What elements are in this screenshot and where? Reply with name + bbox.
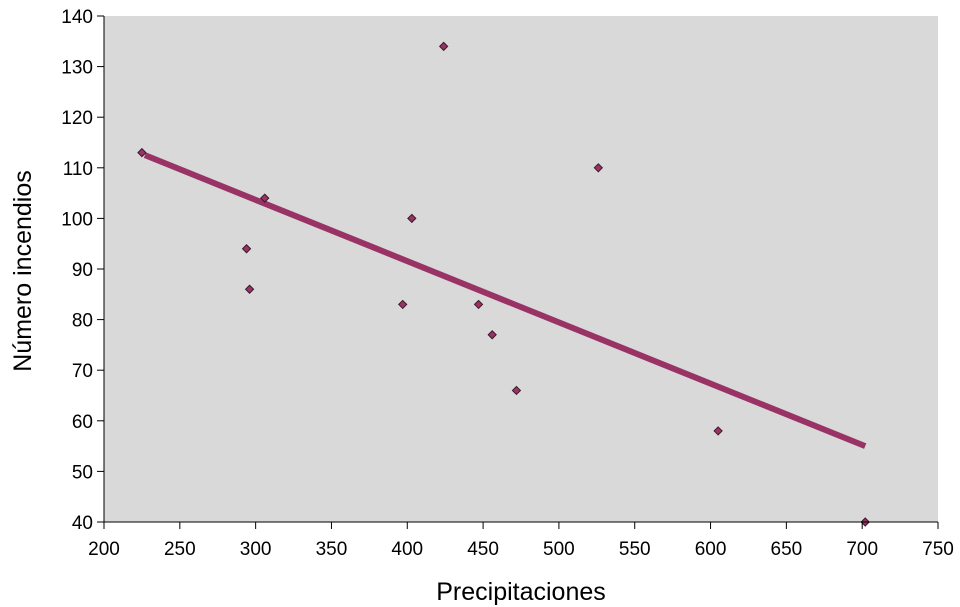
data-point <box>241 244 252 254</box>
y-tick-label: 110 <box>63 159 93 180</box>
y-tick-label: 90 <box>72 260 93 281</box>
x-axis-title: Precipitaciones <box>436 578 606 606</box>
x-tick-label: 350 <box>316 539 348 560</box>
y-tick-label: 60 <box>72 412 93 433</box>
y-tick-label: 140 <box>61 7 93 28</box>
chart-axes: 200 250 300 350 400 450 500 550 600 650 700 750 40 5… <box>61 7 954 560</box>
trendline <box>143 152 867 449</box>
data-point <box>713 426 723 436</box>
x-tick-label: 500 <box>543 539 575 560</box>
data-point <box>398 299 408 310</box>
data-point <box>593 163 604 173</box>
x-axis-ticks: 200 250 300 350 400 450 500 550 600 650 700 750 <box>88 522 954 560</box>
y-tick-label: 40 <box>72 513 93 534</box>
x-tick-label: 750 <box>922 539 954 560</box>
y-tick-label: 100 <box>61 209 93 230</box>
x-tick-label: 450 <box>467 539 499 560</box>
data-point <box>407 213 417 224</box>
x-tick-label: 600 <box>695 539 727 560</box>
data-point <box>260 193 270 203</box>
y-tick-label: 80 <box>72 311 93 332</box>
x-tick-label: 400 <box>391 539 423 560</box>
data-point <box>487 330 497 340</box>
y-tick-label: 130 <box>61 58 93 79</box>
x-tick-label: 300 <box>240 539 272 560</box>
x-tick-label: 650 <box>771 539 803 560</box>
x-tick-label: 200 <box>88 539 120 560</box>
y-axis-title: Número incendios <box>9 170 37 372</box>
y-tick-label: 70 <box>72 361 93 382</box>
data-point <box>244 284 255 294</box>
data-point <box>137 147 147 158</box>
x-tick-label: 250 <box>164 539 196 560</box>
y-axis-ticks: 40 50 60 70 80 90 100 110 120 130 140 <box>61 7 104 534</box>
data-point <box>511 385 522 396</box>
x-tick-label: 700 <box>846 539 878 560</box>
y-tick-label: 50 <box>72 462 93 483</box>
data-point <box>438 41 449 52</box>
data-point <box>473 299 484 310</box>
y-tick-label: 120 <box>61 108 93 129</box>
x-tick-label: 550 <box>619 539 651 560</box>
chart-marks <box>137 41 870 527</box>
plot-area <box>104 16 938 522</box>
